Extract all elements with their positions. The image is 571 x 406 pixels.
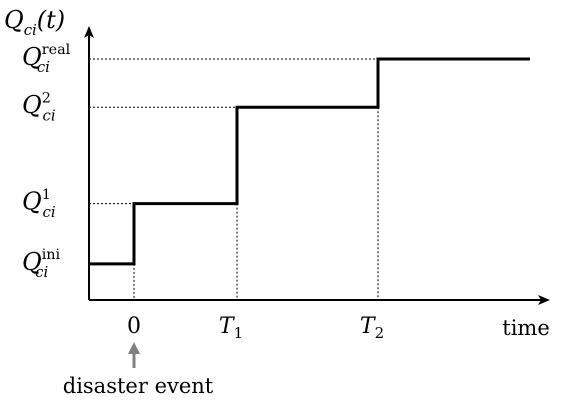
y-tick-label-ini: Qini ci: [22, 247, 61, 281]
x-tick-label-2: T2: [360, 314, 384, 342]
event-arrow-head: [128, 342, 140, 354]
x-tick-label-1: T1: [219, 314, 243, 342]
y-tick-label-1: Q1 ci: [22, 187, 56, 221]
y-tick-label-real: Qreal ci: [22, 42, 71, 76]
step-series-line: [89, 57, 530, 266]
x-tick-label-0: 0: [127, 314, 141, 339]
y-tick-label-2: Q2 ci: [22, 90, 56, 124]
y-axis-label: Qci(t): [4, 6, 65, 39]
x-axis-label: time: [502, 316, 550, 340]
disaster-event-label: disaster event: [63, 374, 214, 398]
